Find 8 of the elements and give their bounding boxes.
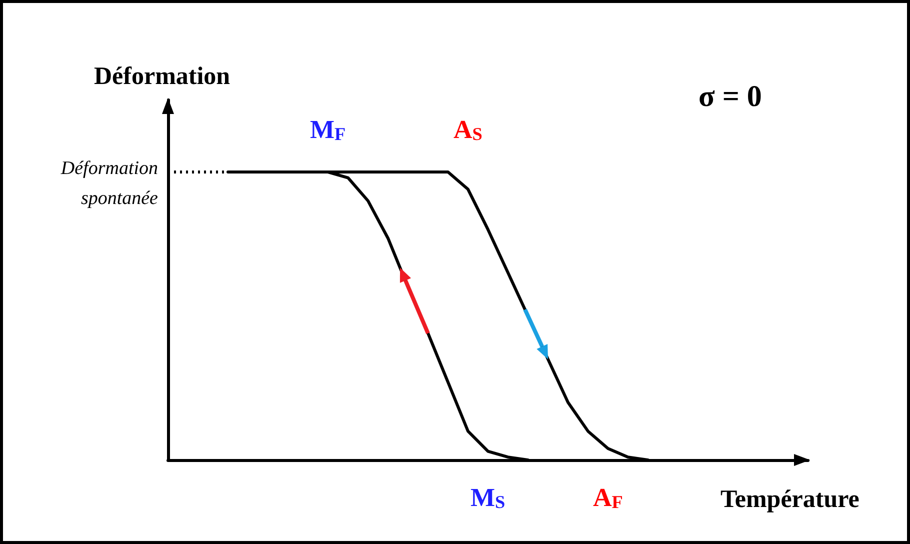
text: M$_{F}$ (310, 115, 346, 145)
x-axis-title: Température (720, 486, 860, 514)
text: A$_{F}$ (593, 483, 623, 513)
text: M$_{S}$ (470, 483, 506, 513)
text: Déformation spontanée (60, 157, 158, 211)
chart-title: σ = 0 (698, 80, 762, 114)
y-axis-title: Déformation (94, 63, 230, 91)
text: A$_{S}$ (454, 115, 482, 145)
